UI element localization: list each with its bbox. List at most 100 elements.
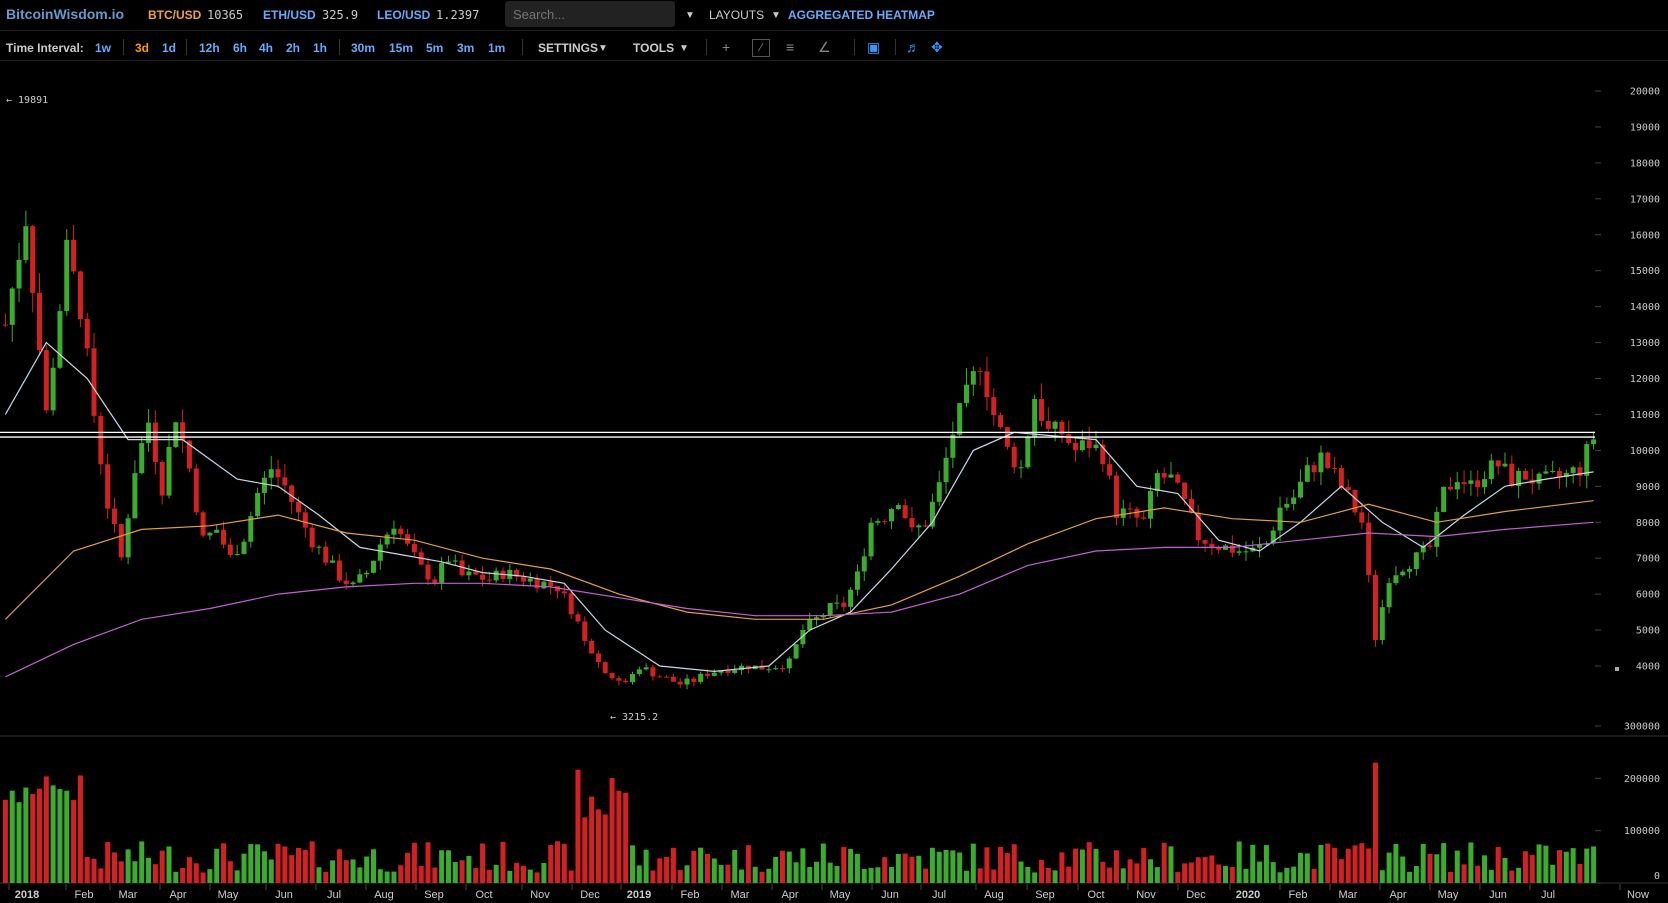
crosshair-icon[interactable]: + bbox=[722, 39, 731, 55]
candle-body bbox=[984, 371, 990, 398]
volume-bar bbox=[111, 852, 117, 883]
volume-bar bbox=[500, 841, 506, 883]
interval-1w[interactable]: 1w bbox=[95, 41, 112, 55]
volume-bar bbox=[1182, 863, 1188, 883]
volume-bar bbox=[214, 848, 220, 883]
volume-bar bbox=[1188, 862, 1194, 883]
interval-1h[interactable]: 1h bbox=[313, 41, 328, 55]
volume-bar bbox=[1059, 852, 1065, 883]
volume-bar bbox=[520, 865, 526, 883]
candle-body bbox=[1495, 460, 1501, 467]
candle-body bbox=[36, 292, 42, 351]
volume-bar bbox=[227, 861, 233, 883]
candle-body bbox=[534, 578, 540, 589]
volume-bar bbox=[630, 845, 636, 883]
candles bbox=[2, 210, 1597, 690]
trendline-icon[interactable]: ∕ bbox=[752, 39, 770, 57]
candle-body bbox=[71, 239, 77, 272]
ticker-eth-pair[interactable]: ETH/USD bbox=[263, 8, 316, 22]
interval-5m[interactable]: 5m bbox=[426, 41, 444, 55]
volume-bar bbox=[1263, 845, 1269, 883]
time-tick-label: May bbox=[830, 889, 851, 901]
bell-icon[interactable]: ♬ bbox=[906, 39, 920, 55]
volume-bar bbox=[739, 869, 745, 883]
layouts-caret-icon[interactable]: ▼ bbox=[771, 10, 781, 21]
volume-bar bbox=[255, 844, 261, 883]
volume-bar bbox=[1509, 870, 1515, 883]
candle-body bbox=[1393, 575, 1399, 584]
interval-6h[interactable]: 6h bbox=[233, 41, 248, 55]
volume-bar bbox=[1216, 864, 1222, 883]
time-tick-label: 2018 bbox=[15, 889, 39, 901]
volume-bar bbox=[1209, 855, 1215, 883]
volume-bar bbox=[1011, 844, 1017, 883]
volume-bar bbox=[1134, 863, 1140, 883]
volume-bar bbox=[1195, 857, 1201, 883]
ticker-btc-pair[interactable]: BTC/USD bbox=[148, 8, 202, 22]
scroll-handle[interactable] bbox=[1615, 667, 1619, 671]
candle-body bbox=[991, 397, 997, 416]
tools-menu[interactable]: TOOLS bbox=[633, 41, 675, 55]
volume-bar bbox=[16, 802, 22, 883]
volume-bar bbox=[91, 858, 97, 883]
interval-1d[interactable]: 1d bbox=[162, 41, 177, 55]
volume-bar bbox=[1563, 851, 1569, 883]
settings-menu[interactable]: SETTINGS bbox=[538, 41, 599, 55]
volume-bar bbox=[752, 866, 758, 883]
candle-body bbox=[854, 571, 860, 590]
candle-body bbox=[779, 668, 785, 670]
interval-30m[interactable]: 30m bbox=[351, 41, 376, 55]
divider bbox=[522, 39, 523, 55]
interval-3d[interactable]: 3d bbox=[135, 41, 150, 55]
candle-body bbox=[1366, 522, 1372, 575]
layouts-menu[interactable]: LAYOUTS bbox=[709, 8, 765, 22]
volume-bar bbox=[1379, 870, 1385, 883]
price-chart[interactable]: 20000 19000 18000 17000 16000 15000 14000 13000… bbox=[0, 62, 1668, 903]
fan-icon[interactable]: ∠ bbox=[818, 39, 831, 55]
candle-body bbox=[1577, 467, 1583, 476]
volume-bar bbox=[480, 843, 486, 883]
candle-body bbox=[336, 560, 342, 581]
candle-body bbox=[834, 602, 840, 604]
interval-15m[interactable]: 15m bbox=[389, 41, 414, 55]
horizontal-lines-icon[interactable]: ≡ bbox=[786, 39, 795, 55]
top-bar: BitcoinWisdom.io BTC/USD 10365 ETH/USD 3… bbox=[0, 0, 1668, 31]
fullscreen-icon[interactable]: ✥ bbox=[931, 39, 943, 55]
candle-body bbox=[1127, 508, 1133, 510]
volume-bar bbox=[814, 861, 820, 883]
interval-12h[interactable]: 12h bbox=[199, 41, 220, 55]
ticker-leo-pair[interactable]: LEO/USD bbox=[377, 8, 431, 22]
camera-icon[interactable]: ▣ bbox=[867, 39, 881, 55]
volume-bar bbox=[71, 800, 77, 883]
interval-4h[interactable]: 4h bbox=[259, 41, 274, 55]
volume-bar bbox=[1100, 861, 1106, 883]
volume-bar bbox=[186, 857, 192, 883]
volume-bar bbox=[1400, 856, 1406, 883]
settings-caret-icon[interactable]: ▼ bbox=[598, 43, 608, 54]
candle-body bbox=[691, 678, 697, 682]
volume-bar bbox=[473, 868, 479, 883]
time-tick-label: Feb bbox=[75, 889, 94, 901]
volume-bar bbox=[1434, 854, 1440, 883]
horizontal-lines[interactable] bbox=[0, 431, 1595, 438]
candle-body bbox=[1202, 540, 1208, 544]
interval-2h[interactable]: 2h bbox=[286, 41, 301, 55]
candle-body bbox=[1352, 489, 1358, 513]
search-input[interactable] bbox=[505, 1, 675, 27]
volume-bar bbox=[1223, 865, 1229, 883]
volume-bar bbox=[889, 866, 895, 883]
aggregated-heatmap-link[interactable]: AGGREGATED HEATMAP bbox=[788, 8, 935, 22]
tools-caret-icon[interactable]: ▼ bbox=[679, 43, 689, 54]
candle-body bbox=[732, 670, 738, 673]
candle-body bbox=[711, 672, 717, 676]
volume-bar bbox=[200, 872, 206, 883]
search-dropdown-caret-icon[interactable]: ▼ bbox=[685, 10, 695, 21]
volume-bar bbox=[963, 870, 969, 883]
interval-3m[interactable]: 3m bbox=[457, 41, 475, 55]
volume-bar bbox=[330, 860, 336, 883]
volume-bar bbox=[691, 850, 697, 883]
volume-bar bbox=[425, 842, 431, 883]
volume-bar bbox=[984, 847, 990, 883]
site-logo[interactable]: BitcoinWisdom.io bbox=[6, 6, 125, 22]
interval-1m[interactable]: 1m bbox=[488, 41, 506, 55]
